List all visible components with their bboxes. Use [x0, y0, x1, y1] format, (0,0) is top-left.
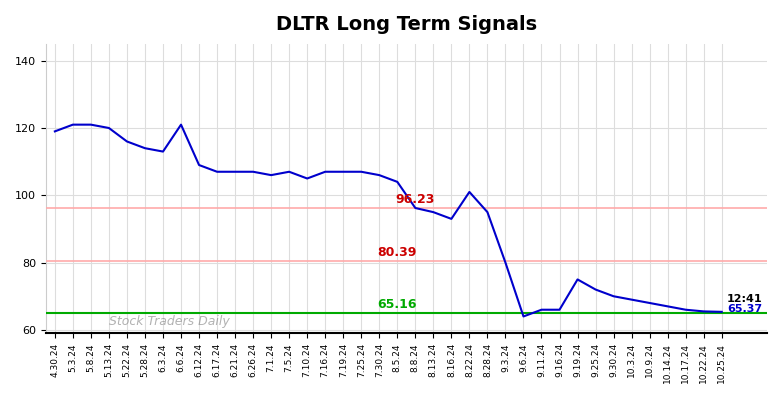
Text: 65.16: 65.16: [378, 297, 417, 310]
Title: DLTR Long Term Signals: DLTR Long Term Signals: [276, 15, 537, 34]
Text: 96.23: 96.23: [396, 193, 435, 206]
Text: Stock Traders Daily: Stock Traders Daily: [109, 315, 230, 328]
Text: 80.39: 80.39: [378, 246, 417, 259]
Text: 12:41: 12:41: [727, 294, 763, 304]
Text: 65.37: 65.37: [727, 304, 762, 314]
